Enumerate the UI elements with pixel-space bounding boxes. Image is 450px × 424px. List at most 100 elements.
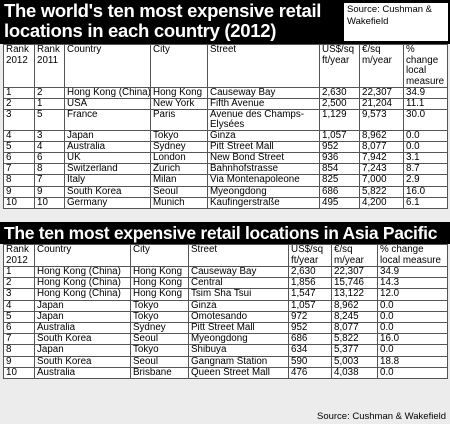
table-cell: South Korea [64,185,151,198]
table-cell: Causeway Bay [207,86,320,100]
table-row: 8 Japan Tokyo Shibuya 634 5,377 0.0 [3,344,448,357]
table-cell: Tokyo [130,310,189,324]
table-row: 3 5 France Paris Avenue des Champs-Elysées 1,… [3,109,448,131]
table-cell: 590 [288,355,332,368]
table-cell: 16.0 [403,185,448,198]
table-cell: Tsim Sha Tsui [188,288,289,301]
table-cell: 3 [34,129,65,142]
table-cell: 8,962 [359,129,404,142]
table-cell: 9,573 [359,109,404,131]
table-cell: 1,856 [288,277,332,290]
table-cell: 34.9 [377,265,448,279]
table-cell: 7 [3,163,35,176]
column-header: Country [64,44,151,88]
table-cell: Hong Kong (China) [34,288,131,301]
table-cell: Seoul [130,333,189,346]
table-row: 9 South Korea Seoul Gangnam Station 590 5,003… [3,355,448,368]
world-table-header-row: Rank 2012 Rank 2011 Country City Street US$/s… [3,44,448,88]
table-cell: 2,630 [288,265,332,279]
table-row: 2 Hong Kong (China) Hong Kong Central 1,856 1… [3,277,448,290]
column-header: Street [188,244,289,267]
table-row: 3 Hong Kong (China) Hong Kong Tsim Sha Tsui… [3,288,448,301]
table-cell: 6 [34,151,65,165]
table-row: 7 8 Switzerland Zurich Bahnhofstrasse 854 7,24… [3,163,448,176]
table-row: 5 Japan Tokyo Omotesando 972 8,245 0.0 [3,310,448,324]
table-cell: 9 [3,185,35,198]
table-cell: Australia [64,140,151,154]
table-cell: 4 [3,129,35,142]
table-cell: 14.3 [377,277,448,290]
table-cell: 2,500 [319,98,360,111]
table-cell: 3 [3,109,35,131]
table-cell: 0.0 [377,322,448,335]
table-cell: London [150,151,208,165]
table-cell: 13,122 [331,288,378,301]
table-cell: 5 [3,140,35,154]
table-row: 1 Hong Kong (China) Hong Kong Causeway Bay 2… [3,265,448,279]
table-row: 9 9 South Korea Seoul Myeongdong 686 5,822 16.0 [3,185,448,198]
column-header: US$/sq ft/year [319,44,360,88]
table-cell: 2.9 [403,174,448,187]
table-cell: Italy [64,174,151,187]
table-cell: 8 [34,163,65,176]
table-cell: Hong Kong [130,288,189,301]
table-cell: 0.0 [377,299,448,312]
table-cell: Tokyo [150,129,208,142]
table-cell: Ginza [207,129,320,142]
table-cell: 5,822 [331,333,378,346]
table-cell: 1,057 [319,129,360,142]
table-cell: 2 [34,86,65,100]
table-cell: 21,204 [359,98,404,111]
table-row: 8 7 Italy Milan Via Montenapoleone 825 7,000 2.… [3,174,448,187]
table-cell: 12.0 [377,288,448,301]
table-cell: Japan [64,129,151,142]
column-header: €/sq m/year [331,244,378,267]
table-cell: 4,038 [331,366,378,380]
table-cell: 3.1 [403,151,448,165]
table-cell: Hong Kong [130,265,189,279]
table-cell: 4 [34,140,65,154]
table-cell: 8,962 [331,299,378,312]
table-cell: 16.0 [377,333,448,346]
table-cell: Ginza [188,299,289,312]
table-row: 10 Australia Brisbane Queen Street Mall 476 4… [3,366,448,380]
table-cell: 1 [3,86,35,100]
table-row: 5 4 Australia Sydney Pitt Street Mall 952 8,07… [3,140,448,154]
table-cell: Queen Street Mall [188,366,289,380]
table-cell: 3 [3,288,35,301]
table-cell: Hong Kong (China) [34,265,131,279]
table-cell: 7,000 [359,174,404,187]
table-cell: 686 [288,333,332,346]
table-cell: 972 [288,310,332,324]
table-cell: Germany [64,196,151,210]
table-cell: Bahnhofstrasse [207,163,320,176]
table-cell: Japan [34,310,131,324]
table-cell: 22,307 [331,265,378,279]
table-cell: 11.1 [403,98,448,111]
column-header: Rank 2012 [3,244,35,267]
table-cell: Tokyo [130,299,189,312]
column-header: Rank 2011 [34,44,65,88]
table-cell: 634 [288,344,332,357]
table-cell: Zurich [150,163,208,176]
table-cell: 495 [319,196,360,210]
table-cell: 8,245 [331,310,378,324]
table-cell: Japan [34,344,131,357]
table-cell: 1,129 [319,109,360,131]
table-cell: 7 [3,333,35,346]
table-row: 2 1 USA New York Fifth Avenue 2,500 21,204 11.1 [3,98,448,111]
table-row: 6 Australia Sydney Pitt Street Mall 952 8,077… [3,322,448,335]
asia-table-title: The ten most expensive retail locations … [4,223,438,243]
table-cell: 6.1 [403,196,448,210]
table-cell: 0.0 [377,366,448,380]
column-header: Country [34,244,131,267]
table-row: 10 10 Germany Munich Kaufingerstraße 495 4,200… [3,196,448,210]
column-header: US$/sq ft/year [288,244,332,267]
table-cell: Munich [150,196,208,210]
table-cell: UK [64,151,151,165]
table-cell: 7,243 [359,163,404,176]
table-cell: South Korea [34,333,131,346]
table-cell: 5,377 [331,344,378,357]
world-table-title: The world's ten most expensive retail lo… [4,0,322,41]
table-cell: 854 [319,163,360,176]
